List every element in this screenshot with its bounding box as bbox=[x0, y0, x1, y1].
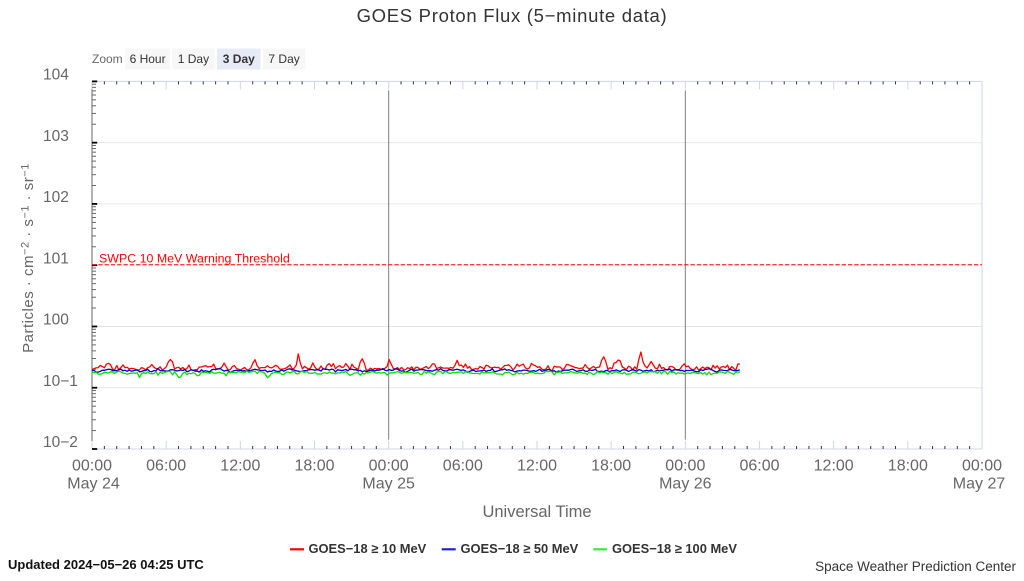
svg-text:101: 101 bbox=[43, 250, 69, 267]
svg-text:GOES Proton Flux (5−minute dat: GOES Proton Flux (5−minute data) bbox=[357, 5, 668, 26]
svg-text:12:00: 12:00 bbox=[814, 458, 854, 475]
svg-text:GOES−18 ≥ 10 MeV: GOES−18 ≥ 10 MeV bbox=[309, 541, 427, 556]
svg-text:7 Day: 7 Day bbox=[268, 52, 299, 66]
svg-text:00:00: 00:00 bbox=[665, 458, 705, 475]
svg-text:102: 102 bbox=[43, 189, 69, 206]
svg-text:00:00: 00:00 bbox=[369, 458, 409, 475]
svg-text:12:00: 12:00 bbox=[517, 458, 557, 475]
svg-text:May 24: May 24 bbox=[67, 476, 120, 493]
svg-text:May 27: May 27 bbox=[953, 476, 1006, 493]
svg-text:06:00: 06:00 bbox=[146, 458, 186, 475]
svg-text:6 Hour: 6 Hour bbox=[130, 52, 166, 66]
svg-text:May 26: May 26 bbox=[659, 476, 712, 493]
svg-text:3 Day: 3 Day bbox=[223, 52, 255, 66]
svg-text:Space Weather Prediction Cente: Space Weather Prediction Center bbox=[815, 559, 1016, 574]
svg-text:06:00: 06:00 bbox=[739, 458, 779, 475]
svg-text:18:00: 18:00 bbox=[294, 458, 334, 475]
svg-text:Particles · cm−2 · s−1 · sr−1: Particles · cm−2 · s−1 · sr−1 bbox=[20, 163, 38, 353]
svg-text:06:00: 06:00 bbox=[443, 458, 483, 475]
svg-text:104: 104 bbox=[43, 67, 69, 84]
svg-text:10−2: 10−2 bbox=[43, 434, 78, 451]
svg-text:18:00: 18:00 bbox=[888, 458, 928, 475]
svg-text:103: 103 bbox=[43, 128, 69, 145]
svg-text:Zoom: Zoom bbox=[92, 52, 123, 66]
svg-text:Universal Time: Universal Time bbox=[482, 503, 591, 521]
svg-text:10−1: 10−1 bbox=[43, 373, 78, 390]
svg-text:18:00: 18:00 bbox=[591, 458, 631, 475]
svg-text:1 Day: 1 Day bbox=[178, 52, 209, 66]
svg-text:00:00: 00:00 bbox=[72, 458, 112, 475]
svg-text:00:00: 00:00 bbox=[962, 458, 1002, 475]
svg-text:100: 100 bbox=[43, 312, 69, 329]
svg-text:12:00: 12:00 bbox=[220, 458, 260, 475]
svg-text:GOES−18 ≥ 50 MeV: GOES−18 ≥ 50 MeV bbox=[461, 541, 579, 556]
svg-text:SWPC 10 MeV Warning Threshold: SWPC 10 MeV Warning Threshold bbox=[99, 251, 290, 265]
svg-text:Updated 2024−05−26 04:25 UTC: Updated 2024−05−26 04:25 UTC bbox=[8, 557, 204, 572]
svg-text:May 25: May 25 bbox=[362, 476, 415, 493]
svg-text:GOES−18 ≥ 100 MeV: GOES−18 ≥ 100 MeV bbox=[612, 541, 737, 556]
